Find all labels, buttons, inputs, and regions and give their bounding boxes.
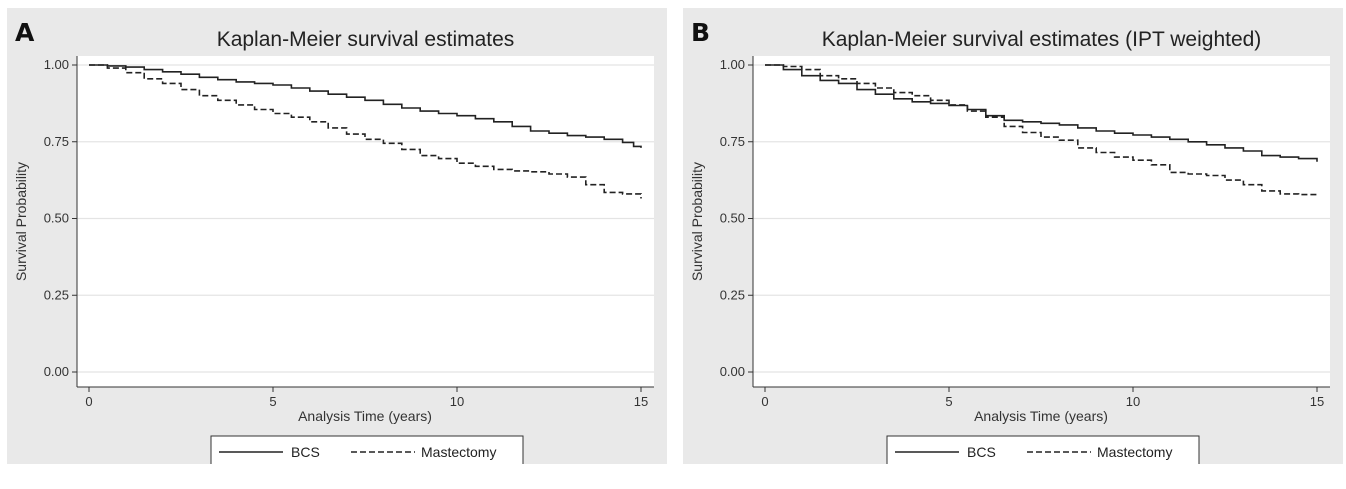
chart-title: Kaplan-Meier survival estimates (IPT wei… [822,28,1262,51]
y-tick-label: 0.50 [720,211,745,226]
chart-title: Kaplan-Meier survival estimates [217,28,515,51]
x-tick-label: 5 [269,394,276,409]
series-line-bcs [765,64,1318,162]
x-tick-label: 15 [634,394,648,409]
y-tick-label: 0.50 [44,211,69,226]
y-tick-label: 1.00 [44,57,69,72]
y-tick-label: 0.25 [720,287,745,302]
x-tick-label: 5 [945,394,952,409]
x-tick-label: 10 [1126,394,1140,409]
y-tick-label: 0.75 [44,134,69,149]
x-axis-label: Analysis Time (years) [974,408,1108,424]
legend-box [210,435,524,464]
series-line-mastectomy [765,64,1318,197]
y-tick-label: 0.00 [44,364,69,379]
y-tick-label: 0.00 [720,364,745,379]
legend-label: BCS [967,444,996,460]
plot-area [77,56,654,387]
panel-letter: B [691,18,711,47]
panel-b: 0.00 0.25 0.50 0.75 1.00 0 5 10 15 Kaplan-Meier s… [683,8,1343,464]
x-axis-label: Analysis Time (years) [298,408,432,424]
legend-label: BCS [291,444,320,460]
series-line-mastectomy [89,64,642,199]
panel-a: 0.00 0.25 0.50 0.75 1.00 0 5 10 15 Kaplan-Meier s… [7,8,667,464]
x-tick-label: 0 [85,394,92,409]
plot-area [753,56,1330,387]
series-line-bcs [89,64,642,148]
y-tick-label: 0.25 [44,287,69,302]
legend-label: Mastectomy [1097,444,1172,460]
x-tick-label: 15 [1310,394,1324,409]
x-tick-label: 0 [761,394,768,409]
y-tick-label: 0.75 [720,134,745,149]
y-tick-label: 1.00 [720,57,745,72]
km-chart-b: 0.00 0.25 0.50 0.75 1.00 0 5 10 15 Kaplan-Meier s… [689,28,1330,464]
panel-letter: A [15,18,35,47]
legend-label: Mastectomy [421,444,496,460]
x-tick-label: 10 [450,394,464,409]
y-axis-label: Survival Probability [689,162,705,281]
legend-box [886,435,1200,464]
y-axis-label: Survival Probability [13,162,29,281]
km-chart-a: 0.00 0.25 0.50 0.75 1.00 0 5 10 15 Kaplan-Meier s… [13,28,654,464]
